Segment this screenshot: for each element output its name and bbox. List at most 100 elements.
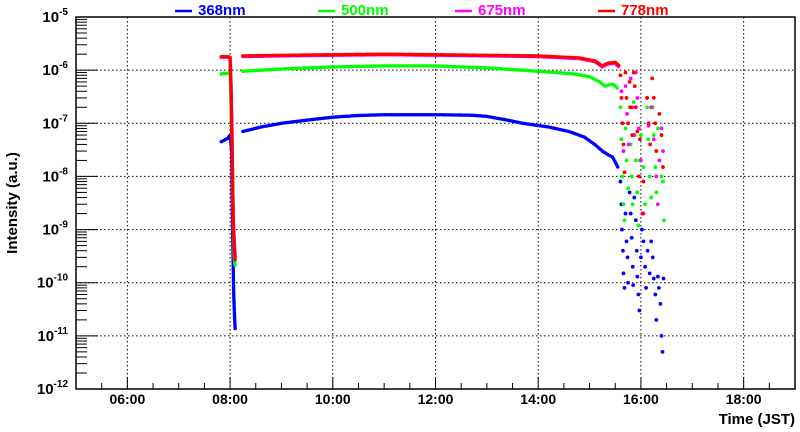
data-point-675nm: [636, 126, 641, 131]
data-point-368nm: [624, 239, 629, 244]
data-point-500nm: [636, 223, 641, 228]
data-point-500nm: [641, 165, 646, 169]
data-point-778nm: [622, 170, 627, 175]
y-tick-label: 10-11: [37, 326, 68, 345]
data-point-500nm: [661, 179, 665, 184]
data-point-778nm: [618, 73, 623, 78]
data-point-368nm: [644, 285, 648, 290]
series-layer: [219, 52, 666, 354]
data-point-368nm: [636, 292, 641, 297]
data-point-778nm: [661, 165, 665, 169]
data-point-368nm: [626, 280, 630, 285]
x-tick-label: 18:00: [726, 391, 762, 407]
data-point-500nm: [624, 158, 629, 163]
data-point-368nm: [654, 317, 659, 322]
x-axis-label: Time (JST): [719, 411, 795, 427]
data-point-778nm: [654, 149, 659, 153]
data-point-500nm: [639, 133, 643, 137]
legend-label-778nm: 778nm: [621, 2, 669, 19]
data-point-778nm: [633, 105, 638, 110]
data-point-500nm: [662, 218, 666, 223]
axes: 06:00 08:00 10:00 12:00 14:00 16:00 18:00 10-5 1…: [37, 7, 796, 407]
data-point-675nm: [621, 149, 626, 153]
data-point-778nm: [646, 121, 651, 126]
data-point-500nm: [618, 105, 623, 110]
data-point-500nm: [620, 174, 625, 179]
data-point-778nm: [645, 96, 649, 100]
data-point-368nm: [639, 255, 643, 260]
data-point-368nm: [649, 239, 654, 244]
data-point-778nm: [659, 133, 664, 137]
data-point-778nm: [620, 121, 625, 126]
series-line-778nm: [219, 54, 237, 264]
data-point-500nm: [645, 105, 649, 110]
data-point-368nm: [620, 227, 624, 232]
data-point-778nm: [657, 112, 662, 116]
y-axis-label: Intensity (a.u.): [4, 152, 21, 254]
y-tick-label: 10-9: [42, 220, 68, 239]
data-point-500nm: [653, 165, 658, 169]
data-point-675nm: [623, 84, 628, 89]
data-point-675nm: [628, 76, 633, 81]
data-point-368nm: [637, 308, 642, 313]
data-point-675nm: [649, 105, 654, 110]
data-point-368nm: [655, 274, 660, 279]
data-point-368nm: [635, 274, 640, 279]
data-point-778nm: [636, 174, 641, 179]
data-point-368nm: [641, 239, 646, 244]
data-point-675nm: [655, 202, 660, 207]
series-line-778nm: [241, 52, 622, 68]
data-point-368nm: [643, 264, 647, 269]
data-point-368nm: [651, 276, 656, 281]
data-point-778nm: [621, 142, 626, 147]
data-point-500nm: [659, 174, 664, 179]
x-tick-label: 12:00: [418, 391, 454, 407]
legend-label-368nm: 368nm: [198, 2, 246, 19]
data-point-368nm: [659, 333, 664, 338]
series-line-500nm: [241, 64, 620, 91]
data-point-368nm: [625, 255, 630, 260]
data-point-778nm: [641, 179, 646, 184]
data-point-368nm: [621, 248, 625, 253]
data-point-500nm: [649, 195, 654, 200]
data-point-500nm: [643, 202, 647, 207]
data-point-778nm: [619, 96, 624, 100]
series-778nm: [219, 52, 665, 264]
data-point-778nm: [628, 105, 633, 110]
data-point-675nm: [659, 126, 664, 131]
data-point-368nm: [660, 349, 665, 354]
x-tick-label: 06:00: [109, 391, 145, 407]
data-point-500nm: [622, 218, 627, 223]
data-point-778nm: [624, 96, 629, 100]
data-point-368nm: [630, 264, 635, 269]
legend-label-675nm: 675nm: [478, 2, 526, 19]
data-point-368nm: [653, 292, 658, 297]
data-point-778nm: [651, 96, 656, 100]
data-point-368nm: [640, 227, 644, 232]
data-point-675nm: [635, 96, 640, 100]
y-tick-label: 10-6: [42, 60, 68, 79]
data-point-675nm: [661, 149, 665, 153]
x-tick-label: 08:00: [212, 391, 248, 407]
legend-label-500nm: 500nm: [341, 2, 389, 19]
data-point-368nm: [621, 271, 626, 276]
data-point-368nm: [628, 211, 633, 216]
data-point-368nm: [657, 285, 661, 290]
data-point-778nm: [648, 142, 653, 147]
legend: 368nm 500nm 675nm 778nm: [175, 2, 669, 19]
data-point-500nm: [619, 137, 624, 142]
data-point-368nm: [627, 190, 632, 195]
data-point-778nm: [626, 121, 630, 126]
data-point-500nm: [623, 126, 628, 131]
data-point-675nm: [639, 158, 643, 163]
y-tick-label: 10-8: [42, 166, 68, 185]
data-point-368nm: [632, 195, 637, 200]
data-point-368nm: [645, 248, 650, 253]
data-point-368nm: [623, 211, 628, 216]
data-point-368nm: [633, 218, 638, 223]
data-point-778nm: [638, 137, 642, 142]
data-point-368nm: [650, 255, 655, 260]
data-point-778nm: [650, 76, 655, 81]
